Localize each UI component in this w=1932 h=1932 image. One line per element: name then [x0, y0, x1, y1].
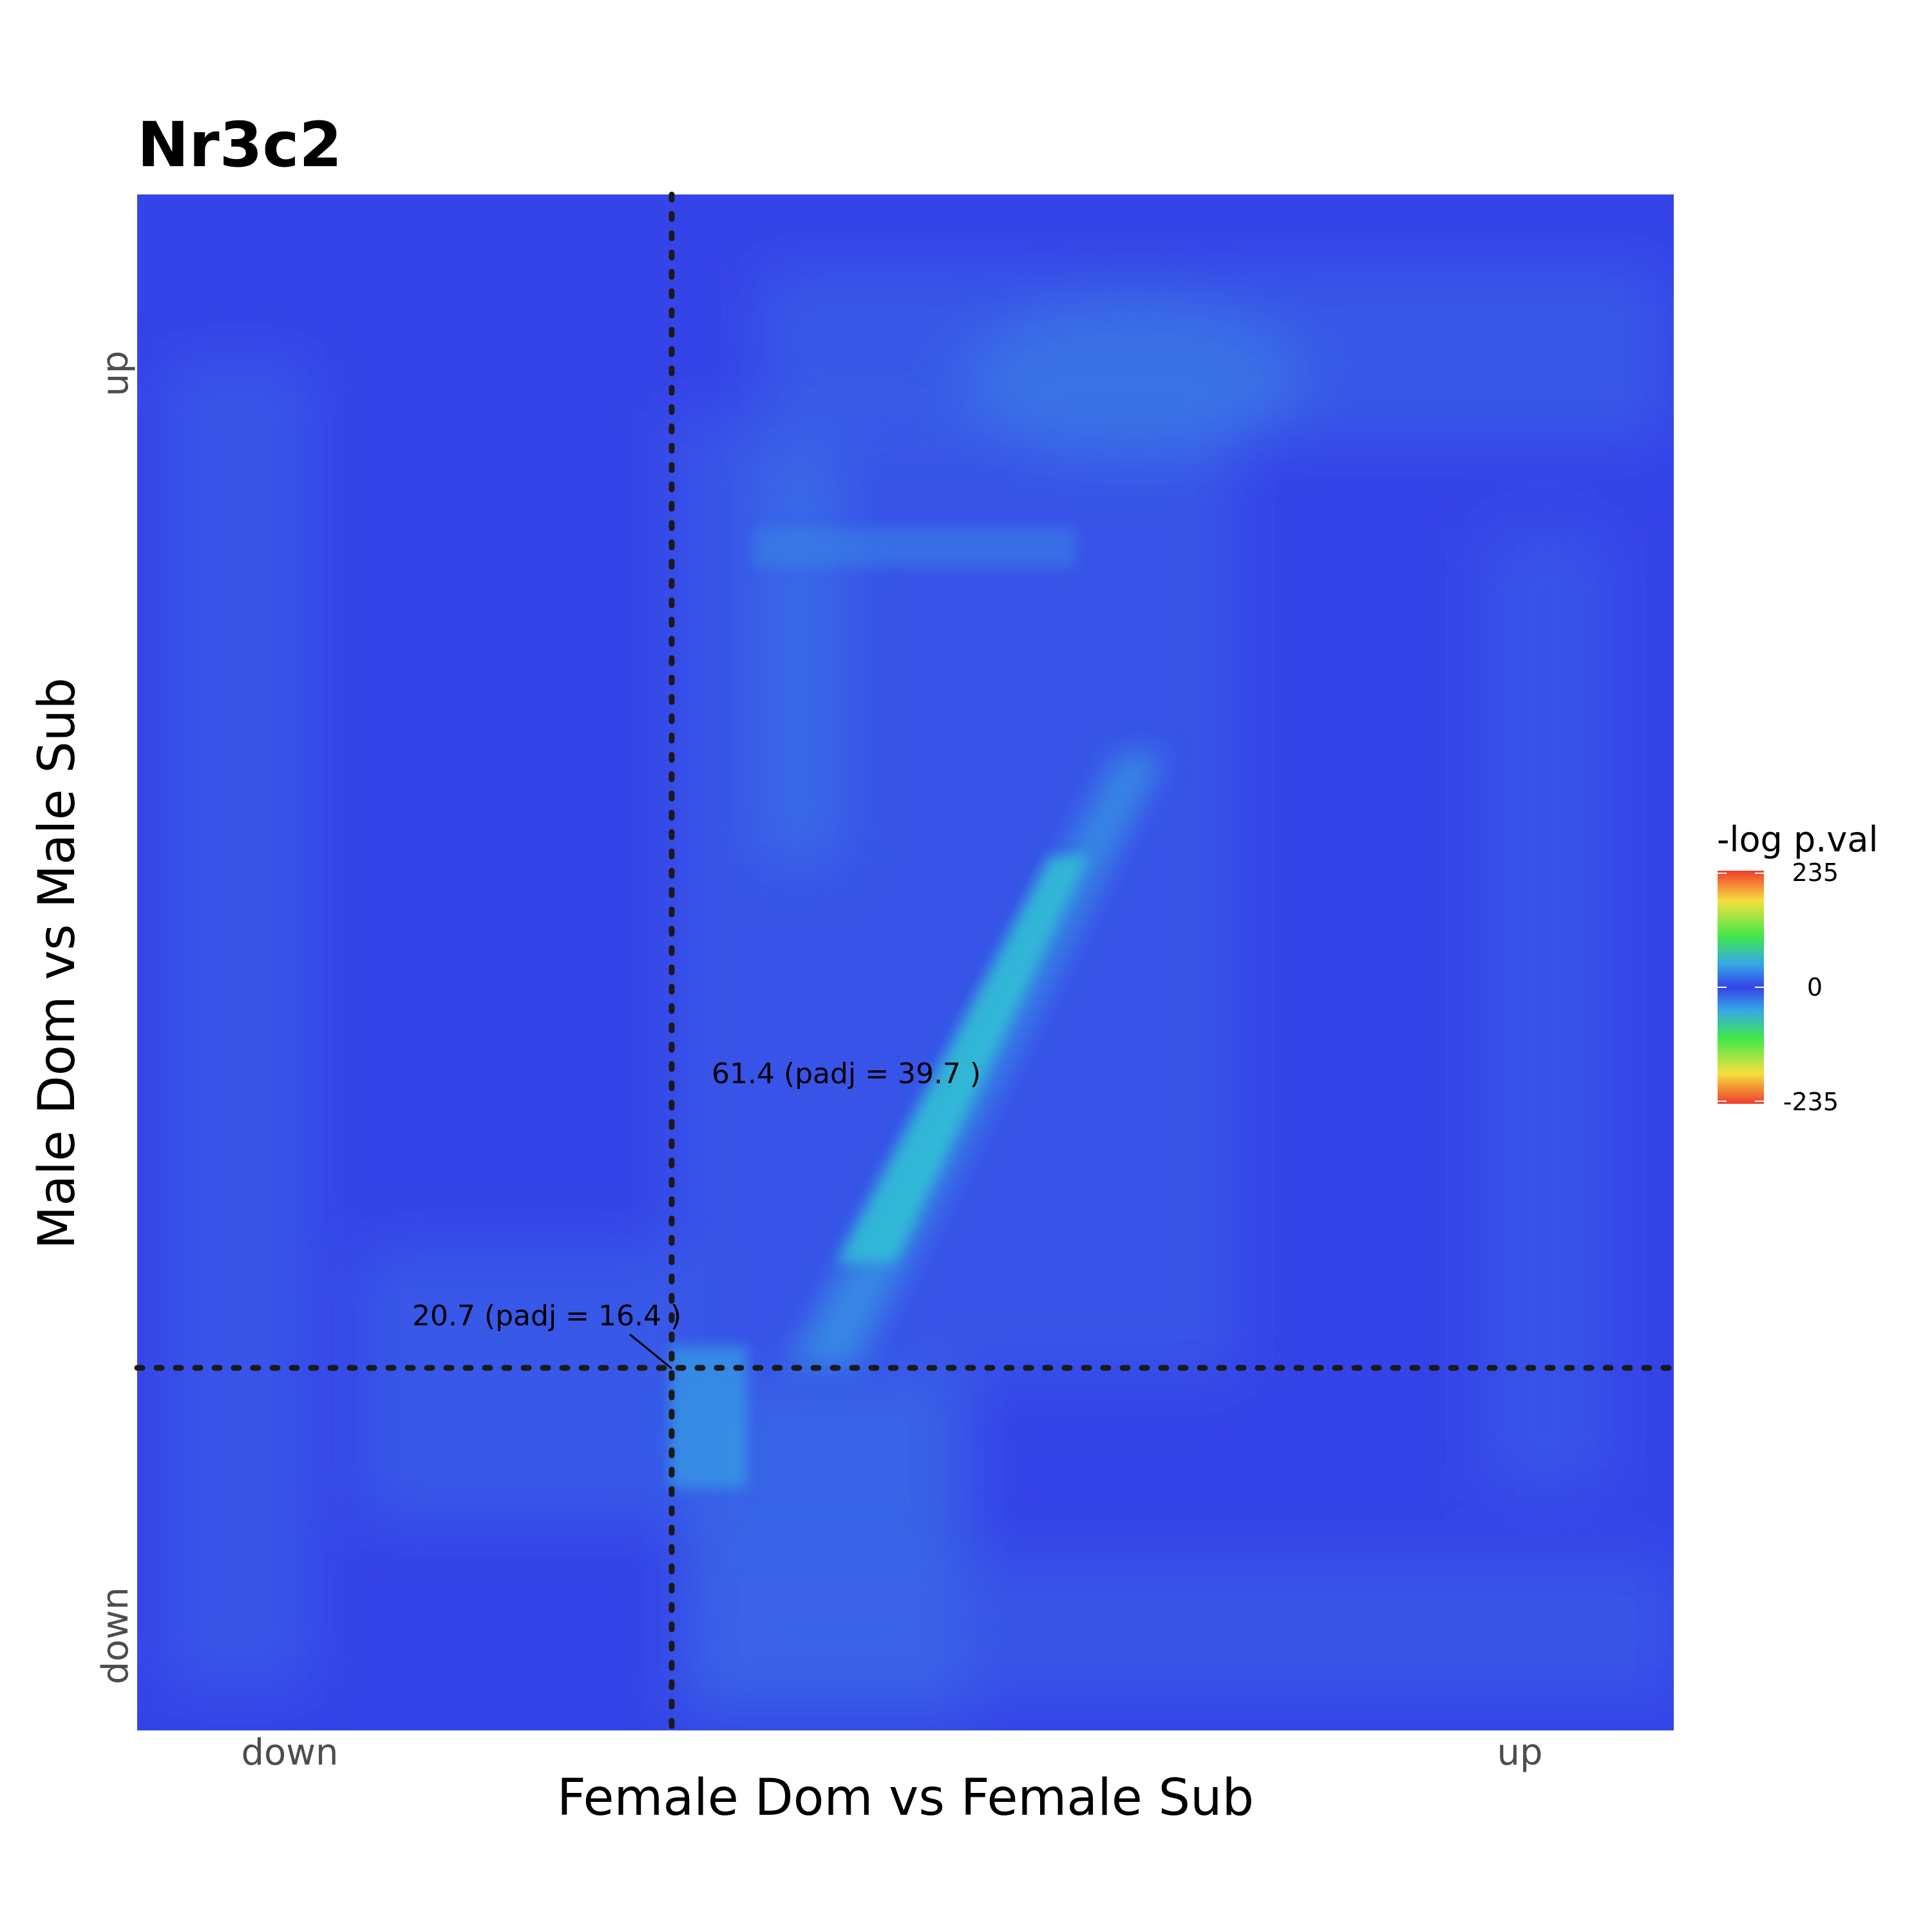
color-legend: -log p.val 235 0 -235 — [1717, 819, 1878, 1116]
heatmap-panel — [137, 194, 1674, 1730]
chart-title: Nr3c2 — [137, 109, 342, 181]
y-tick-down: down — [95, 1587, 137, 1684]
legend-tick-top: 235 — [1792, 858, 1839, 887]
legend-title: -log p.val — [1717, 819, 1878, 860]
annotation-upper: 61.4 (padj = 39.7 ) — [712, 1057, 981, 1090]
x-tick-down: down — [241, 1732, 338, 1774]
threshold-lines — [134, 191, 1677, 1734]
x-axis-title: Female Dom vs Female Sub — [557, 1769, 1254, 1827]
legend-tick-mid: 0 — [1807, 973, 1823, 1001]
y-axis-title: Male Dom vs Male Sub — [28, 677, 86, 1249]
annotation-lower-leader — [629, 1333, 672, 1370]
annotation-lower: 20.7 (padj = 16.4 ) — [412, 1300, 681, 1332]
legend-tick-bottom: -235 — [1783, 1088, 1839, 1116]
y-tick-up: up — [95, 350, 137, 396]
annotations: 61.4 (padj = 39.7 ) 20.7 (padj = 16.4 ) — [412, 1057, 981, 1370]
x-tick-up: up — [1497, 1732, 1542, 1774]
heatmap-features — [167, 270, 1674, 1713]
